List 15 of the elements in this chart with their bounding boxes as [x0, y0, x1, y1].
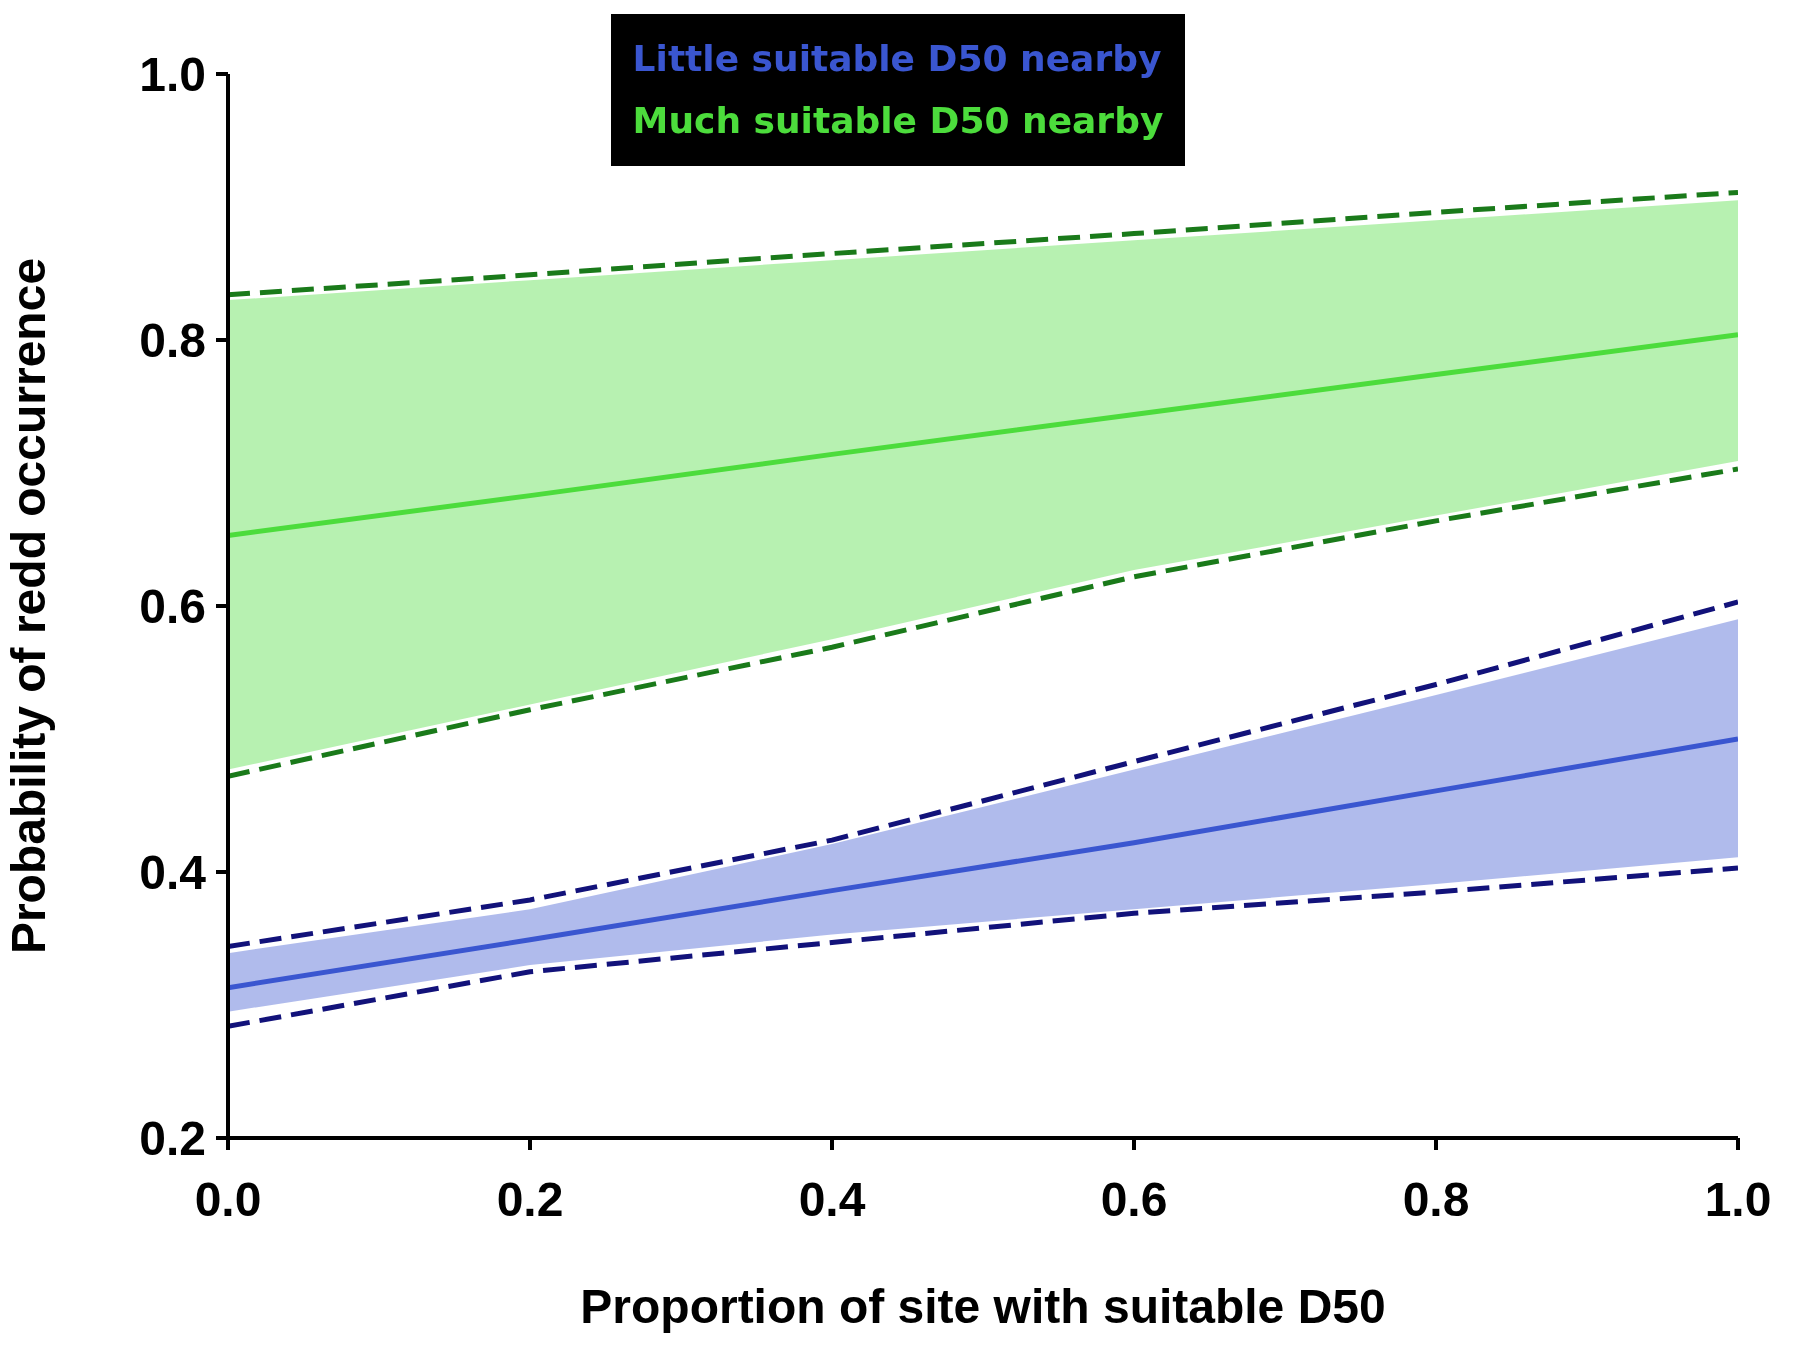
y-tick-label: 0.2	[139, 1112, 206, 1166]
text: Little suitable D50 nearby	[632, 37, 1163, 81]
y-tick-label: 0.8	[139, 314, 206, 368]
y-tick-label: 1.0	[139, 48, 206, 102]
x-tick-label: 0.6	[1100, 1173, 1168, 1227]
y-tick-label: 0.4	[139, 846, 207, 900]
y-axis-title: Probability of redd occurrence	[2, 257, 56, 955]
x-tick-label: 0.0	[194, 1173, 262, 1227]
x-tick-label: 0.4	[798, 1173, 866, 1227]
x-tick-label: 1.0	[1704, 1173, 1772, 1227]
text: Much suitable D50 nearby	[632, 99, 1164, 143]
x-tick-label: 0.8	[1402, 1173, 1470, 1227]
y-tick-label: 0.6	[139, 580, 206, 634]
x-axis-title: Proportion of site with suitable D50	[580, 1280, 1386, 1333]
x-tick-label: 0.2	[496, 1173, 564, 1227]
